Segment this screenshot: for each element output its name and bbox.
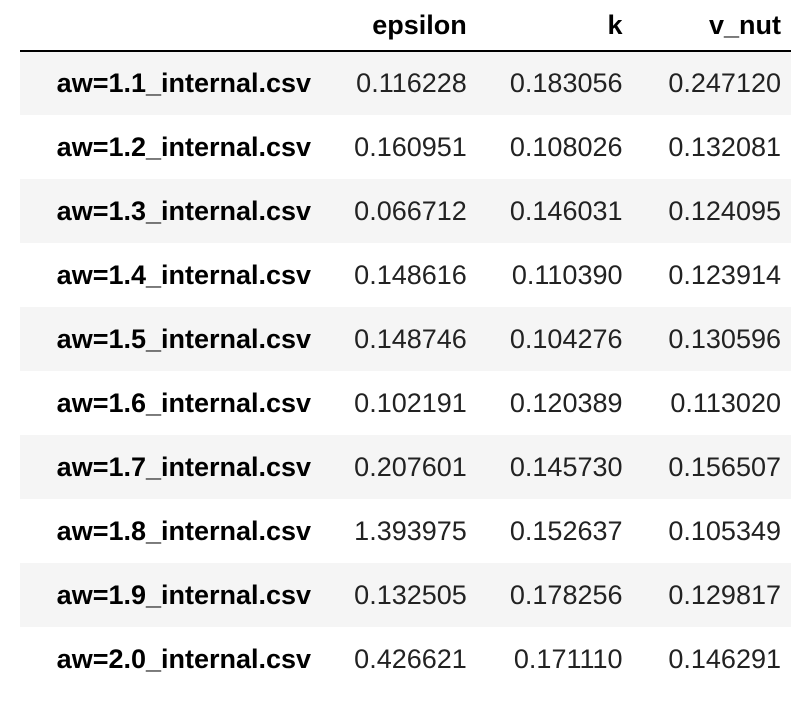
cell-v-nut: 0.130596 [668,323,781,354]
cell-k: 0.108026 [509,131,623,162]
cell-v-nut: 0.124095 [668,195,781,226]
cell-v-nut: 0.132081 [668,131,781,162]
table-row: aw=1.8_internal.csv 1.393975 0.152637 0.105… [20,499,791,563]
cell-k: 0.104276 [509,323,623,354]
table-row: aw=1.3_internal.csv 0.066712 0.146031 0.124… [20,179,791,243]
header-row: epsilon k v_nut [20,0,791,51]
index-header [20,0,321,51]
column-header-epsilon: epsilon [372,9,467,40]
row-index-label: aw=1.2_internal.csv [56,131,312,162]
table-row: aw=1.5_internal.csv 0.148746 0.104276 0.130… [20,307,791,371]
cell-k: 0.171110 [513,643,623,674]
row-index-label: aw=1.9_internal.csv [56,579,312,610]
table-row: aw=1.4_internal.csv 0.148616 0.110390 0.123… [20,243,791,307]
table-row: aw=1.6_internal.csv 0.102191 0.120389 0.113… [20,371,791,435]
cell-epsilon: 0.148616 [354,259,467,290]
cell-epsilon: 0.132505 [354,579,467,610]
cell-k: 0.146031 [509,195,623,226]
column-header-v-nut: v_nut [708,9,781,40]
cell-k: 0.183056 [509,68,623,98]
cell-epsilon: 0.148746 [354,323,467,354]
table-row: aw=1.9_internal.csv 0.132505 0.178256 0.129… [20,563,791,627]
cell-v-nut: 0.247120 [668,68,781,98]
row-index-label: aw=2.0_internal.csv [56,643,312,674]
cell-v-nut: 0.146291 [668,643,781,674]
table-header: epsilon k v_nut [20,0,791,51]
table-row: aw=1.2_internal.csv 0.160951 0.108026 0.132… [20,115,791,179]
cell-v-nut: 0.123914 [668,259,781,290]
cell-epsilon: 0.116228 [356,68,467,98]
cell-epsilon: 0.102191 [354,387,467,418]
row-index-label: aw=1.3_internal.csv [56,195,312,226]
cell-k: 0.110390 [511,259,623,290]
cell-epsilon: 0.066712 [354,195,467,226]
cell-epsilon: 0.426621 [354,643,467,674]
cell-k: 0.120389 [509,387,623,418]
cell-v-nut: 0.113020 [670,387,781,418]
cell-v-nut: 0.129817 [668,579,781,610]
cell-epsilon: 0.160951 [354,131,467,162]
table-body: aw=1.1_internal.csv 0.116228 0.183056 0.247… [20,51,791,691]
cell-k: 0.178256 [509,579,623,610]
table-row: aw=1.1_internal.csv 0.116228 0.183056 0.247… [20,51,791,115]
cell-epsilon: 0.207601 [354,451,467,482]
row-index-label: aw=1.4_internal.csv [56,259,312,290]
cell-v-nut: 0.105349 [668,515,781,546]
row-index-label: aw=1.6_internal.csv [56,387,312,418]
table-row: aw=2.0_internal.csv 0.426621 0.171110 0.146… [20,627,791,691]
dataframe-table-container: epsilon k v_nut aw=1.1_internal.csv 0.116… [20,0,791,691]
cell-k: 0.145730 [509,451,623,482]
row-index-label: aw=1.1_internal.csv [56,68,312,98]
table-row: aw=1.7_internal.csv 0.207601 0.145730 0.156… [20,435,791,499]
cell-v-nut: 0.156507 [668,451,781,482]
cell-k: 0.152637 [509,515,623,546]
column-header-k: k [607,9,623,40]
row-index-label: aw=1.8_internal.csv [56,515,312,546]
row-index-label: aw=1.7_internal.csv [56,451,312,482]
row-index-label: aw=1.5_internal.csv [56,323,312,354]
cell-epsilon: 1.393975 [354,515,467,546]
dataframe-table: epsilon k v_nut aw=1.1_internal.csv 0.116… [20,0,791,691]
